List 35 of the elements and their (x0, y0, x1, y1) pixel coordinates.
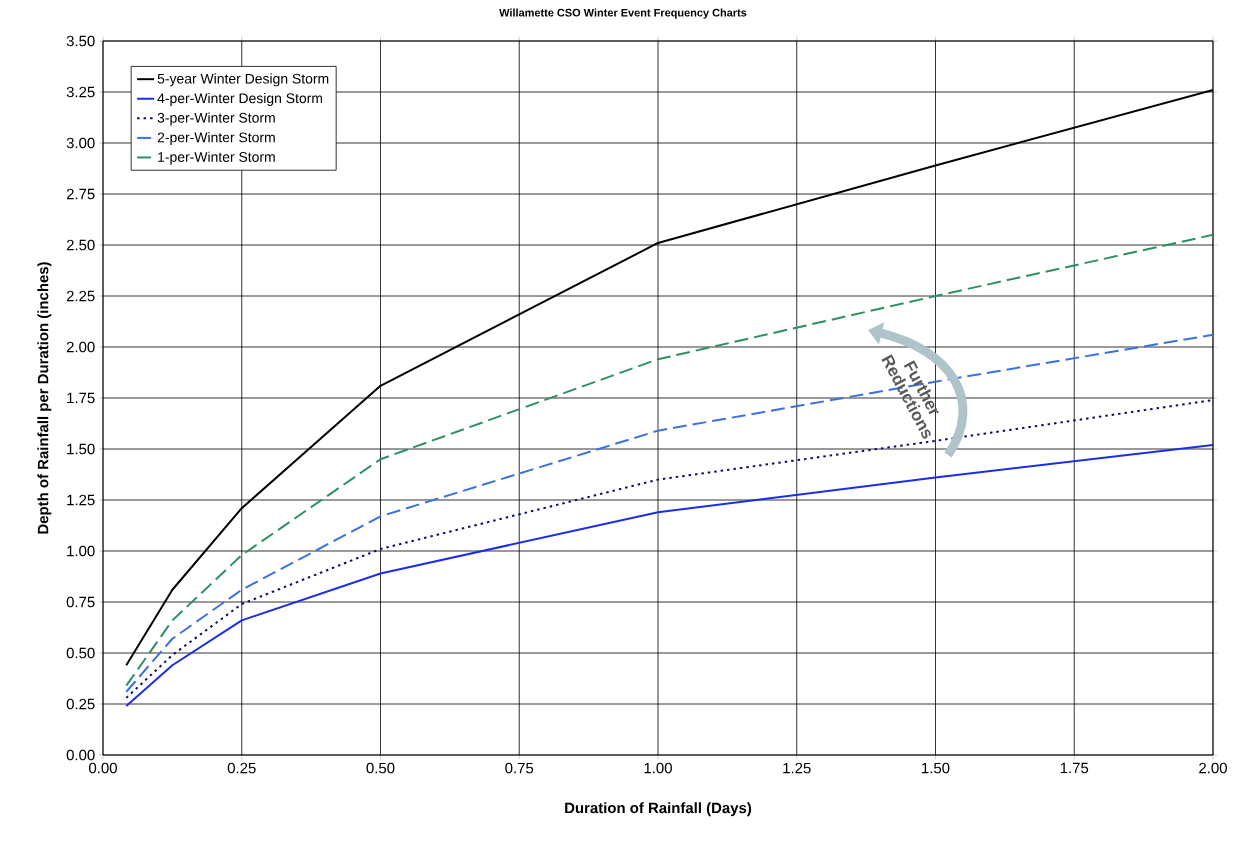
legend-label: 4-per-Winter Design Storm (157, 92, 323, 106)
y-tick-label: 1.75 (67, 392, 95, 404)
x-tick-label: 1.50 (922, 762, 950, 774)
y-tick-label: 1.25 (67, 494, 95, 506)
x-tick-label: 1.75 (1060, 762, 1089, 774)
legend-label: 3-per-Winter Storm (157, 112, 275, 126)
chart-title: Willamette CSO Winter Event Frequency Charts (499, 8, 747, 19)
y-tick-label: 0.50 (66, 647, 95, 659)
x-tick-label: 0.75 (505, 762, 534, 774)
y-tick-label: 2.25 (66, 290, 95, 302)
x-tick-label: 1.25 (783, 762, 811, 774)
y-tick-label: 2.75 (66, 188, 95, 200)
y-tick-label: 2.00 (66, 341, 95, 353)
x-tick-label: 1.00 (644, 762, 672, 774)
legend-label: 1-per-Winter Storm (158, 151, 275, 165)
line-series (125, 233, 1213, 687)
line-series (125, 443, 1213, 708)
y-tick-label: 3.25 (66, 86, 95, 98)
y-tick-label: 1.50 (67, 443, 95, 455)
x-tick-label: 0.50 (366, 762, 395, 774)
line-series (125, 333, 1213, 693)
y-tick-label: 2.50 (66, 239, 95, 251)
y-tick-label: 3.50 (66, 35, 95, 47)
legend-label: 2-per-Winter Storm (157, 132, 275, 146)
x-axis-title: Duration of Rainfall (Days) (565, 802, 752, 817)
y-tick-label: 1.00 (67, 545, 95, 557)
y-tick-label: 0.00 (66, 749, 95, 761)
y-tick-label: 0.75 (66, 596, 95, 608)
x-tick-label: 0.25 (227, 762, 256, 774)
legend-label: 5-year Winter Design Storm (157, 73, 329, 87)
x-tick-label: 2.00 (1199, 762, 1227, 774)
x-tick-label: 0.00 (89, 762, 117, 774)
y-axis-title: Depth of Rainfall per Duration (inches) (37, 262, 52, 534)
y-tick-label: 3.00 (66, 137, 95, 149)
y-tick-label: 0.25 (66, 698, 95, 710)
